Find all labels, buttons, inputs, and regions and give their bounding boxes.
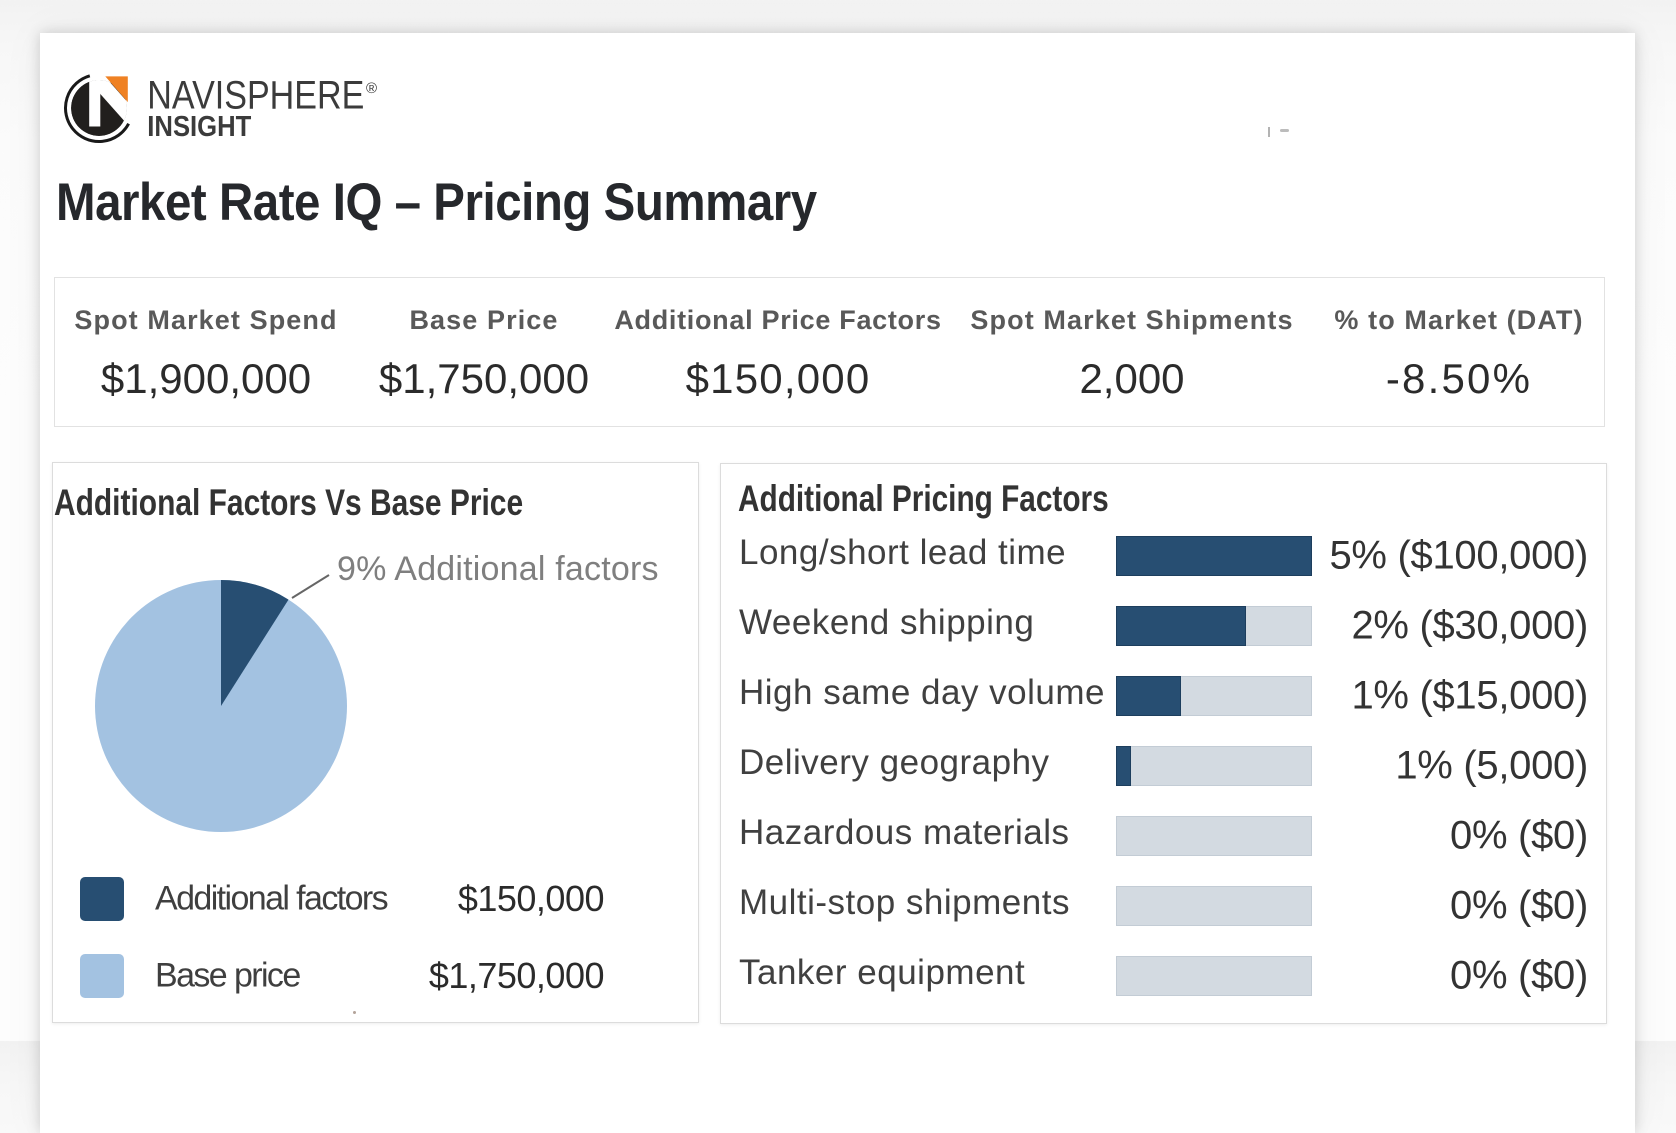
svg-text:®: ® <box>366 80 377 97</box>
svg-text:NAVISPHERE: NAVISPHERE <box>147 73 364 117</box>
svg-text:INSIGHT: INSIGHT <box>147 111 251 143</box>
